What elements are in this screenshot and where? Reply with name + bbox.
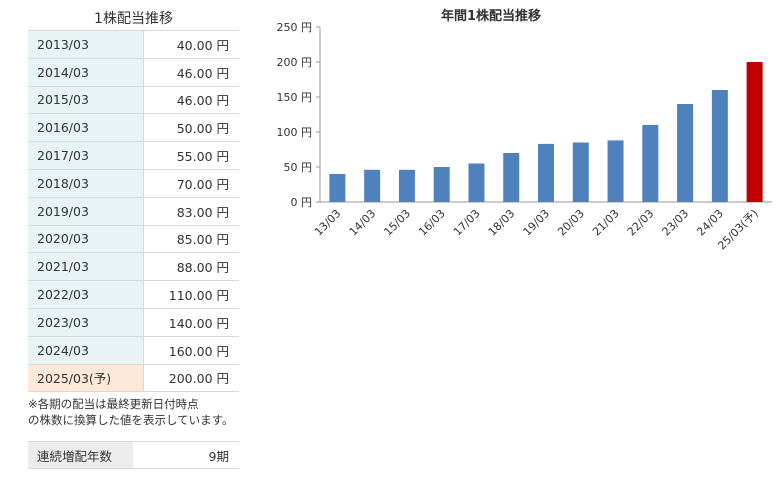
table-row: 2015/03 46.00 円 bbox=[28, 86, 239, 115]
table-row: 2017/03 55.00 円 bbox=[28, 141, 239, 170]
row-amount: 88.00 円 bbox=[143, 252, 239, 282]
table-title: 1株配当推移 bbox=[94, 11, 173, 27]
table-row: 2016/03 50.00 円 bbox=[28, 113, 239, 143]
row-period: 2014/03 bbox=[28, 58, 144, 87]
bar bbox=[468, 163, 485, 202]
row-period: 2025/03(予) bbox=[28, 364, 144, 393]
table-row: 2014/03 46.00 円 bbox=[28, 58, 239, 87]
chart-title: 年間1株配当推移 bbox=[441, 8, 541, 24]
row-period: 2024/03 bbox=[28, 336, 144, 365]
row-period: 2022/03 bbox=[28, 280, 144, 309]
dividend-chart: 年間1株配当推移 0 円 50 円 100 円 150 円 200 円 250 円 13/0… bbox=[262, 0, 778, 290]
x-tick-label: 18/03 bbox=[486, 207, 518, 239]
x-tick-label: 16/03 bbox=[416, 207, 448, 239]
dividend-table: 2013/03 40.00 円 2014/03 46.00 円 2015/03 46.00… bbox=[28, 30, 239, 393]
table-row: 2023/03 140.00 円 bbox=[28, 308, 239, 337]
row-amount: 110.00 円 bbox=[143, 280, 239, 309]
row-period: 2020/03 bbox=[28, 225, 144, 254]
row-amount: 140.00 円 bbox=[143, 308, 239, 337]
x-tick-label: 14/03 bbox=[347, 207, 379, 239]
row-period: 2017/03 bbox=[28, 141, 144, 170]
row-amount: 46.00 円 bbox=[143, 86, 239, 115]
x-tick-label: 20/03 bbox=[555, 207, 587, 239]
table-row: 2022/03 110.00 円 bbox=[28, 280, 239, 309]
note-line: の株数に換算した値を表示しています。 bbox=[28, 413, 234, 428]
bar bbox=[572, 142, 589, 202]
y-tick-label: 200 円 bbox=[277, 56, 313, 69]
row-amount: 40.00 円 bbox=[143, 30, 239, 59]
table-row: 2024/03 160.00 円 bbox=[28, 336, 239, 365]
x-tick-label: 21/03 bbox=[590, 207, 622, 239]
table-row: 2013/03 40.00 円 bbox=[28, 30, 239, 59]
x-tick-label: 22/03 bbox=[625, 207, 657, 239]
row-period: 2023/03 bbox=[28, 308, 144, 337]
row-period: 2013/03 bbox=[28, 30, 144, 59]
y-tick-label: 150 円 bbox=[277, 91, 313, 104]
table-row: 2020/03 85.00 円 bbox=[28, 225, 239, 254]
row-amount: 200.00 円 bbox=[143, 364, 239, 393]
x-tick-label: 15/03 bbox=[381, 207, 413, 239]
streak-row: 連続増配年数 9期 bbox=[28, 441, 239, 469]
bar bbox=[503, 153, 520, 202]
bar bbox=[642, 125, 659, 202]
x-tick-label: 17/03 bbox=[451, 207, 483, 239]
table-row: 2021/03 88.00 円 bbox=[28, 252, 239, 282]
row-amount: 70.00 円 bbox=[143, 169, 239, 198]
y-tick-label: 50 円 bbox=[284, 161, 313, 174]
row-period: 2018/03 bbox=[28, 169, 144, 198]
streak-value: 9期 bbox=[133, 441, 239, 469]
streak-label: 連続増配年数 bbox=[28, 441, 133, 469]
row-amount: 46.00 円 bbox=[143, 58, 239, 87]
table-row: 2018/03 70.00 円 bbox=[28, 169, 239, 198]
bar bbox=[711, 90, 728, 202]
row-period: 2019/03 bbox=[28, 197, 144, 226]
chart-svg: 年間1株配当推移 0 円 50 円 100 円 150 円 200 円 250 円 13/0… bbox=[277, 8, 772, 252]
row-period: 2021/03 bbox=[28, 252, 144, 282]
row-amount: 83.00 円 bbox=[143, 197, 239, 226]
bar bbox=[677, 104, 694, 202]
y-tick-label: 100 円 bbox=[277, 126, 313, 139]
table-row: 2025/03(予) 200.00 円 bbox=[28, 364, 239, 393]
y-tick-label: 0 円 bbox=[291, 196, 313, 209]
bar bbox=[433, 167, 450, 202]
x-tick-label: 23/03 bbox=[660, 207, 692, 239]
x-tick-label: 24/03 bbox=[694, 207, 726, 239]
x-tick-label: 19/03 bbox=[521, 207, 553, 239]
dividend-table-panel: 1株配当推移 2013/03 40.00 円 2014/03 46.00 円 2015/… bbox=[28, 8, 239, 428]
bar bbox=[538, 143, 554, 202]
bar bbox=[364, 169, 381, 202]
row-amount: 50.00 円 bbox=[143, 113, 239, 143]
bar bbox=[607, 140, 624, 202]
row-period: 2016/03 bbox=[28, 113, 144, 143]
note-line: ※各期の配当は最終更新日付時点 bbox=[28, 397, 199, 412]
x-tick-label: 13/03 bbox=[312, 207, 344, 239]
table-row: 2019/03 83.00 円 bbox=[28, 197, 239, 226]
note: ※各期の配当は最終更新日付時点 の株数に換算した値を表示しています。 bbox=[28, 396, 239, 428]
row-period: 2015/03 bbox=[28, 86, 144, 115]
row-amount: 160.00 円 bbox=[143, 336, 239, 365]
y-tick-label: 250 円 bbox=[277, 21, 313, 34]
bar bbox=[398, 169, 415, 202]
streak-table: 連続増配年数 9期 bbox=[28, 441, 239, 469]
bar bbox=[746, 62, 763, 202]
row-amount: 85.00 円 bbox=[143, 225, 239, 254]
row-amount: 55.00 円 bbox=[143, 141, 239, 170]
bar bbox=[329, 174, 346, 202]
